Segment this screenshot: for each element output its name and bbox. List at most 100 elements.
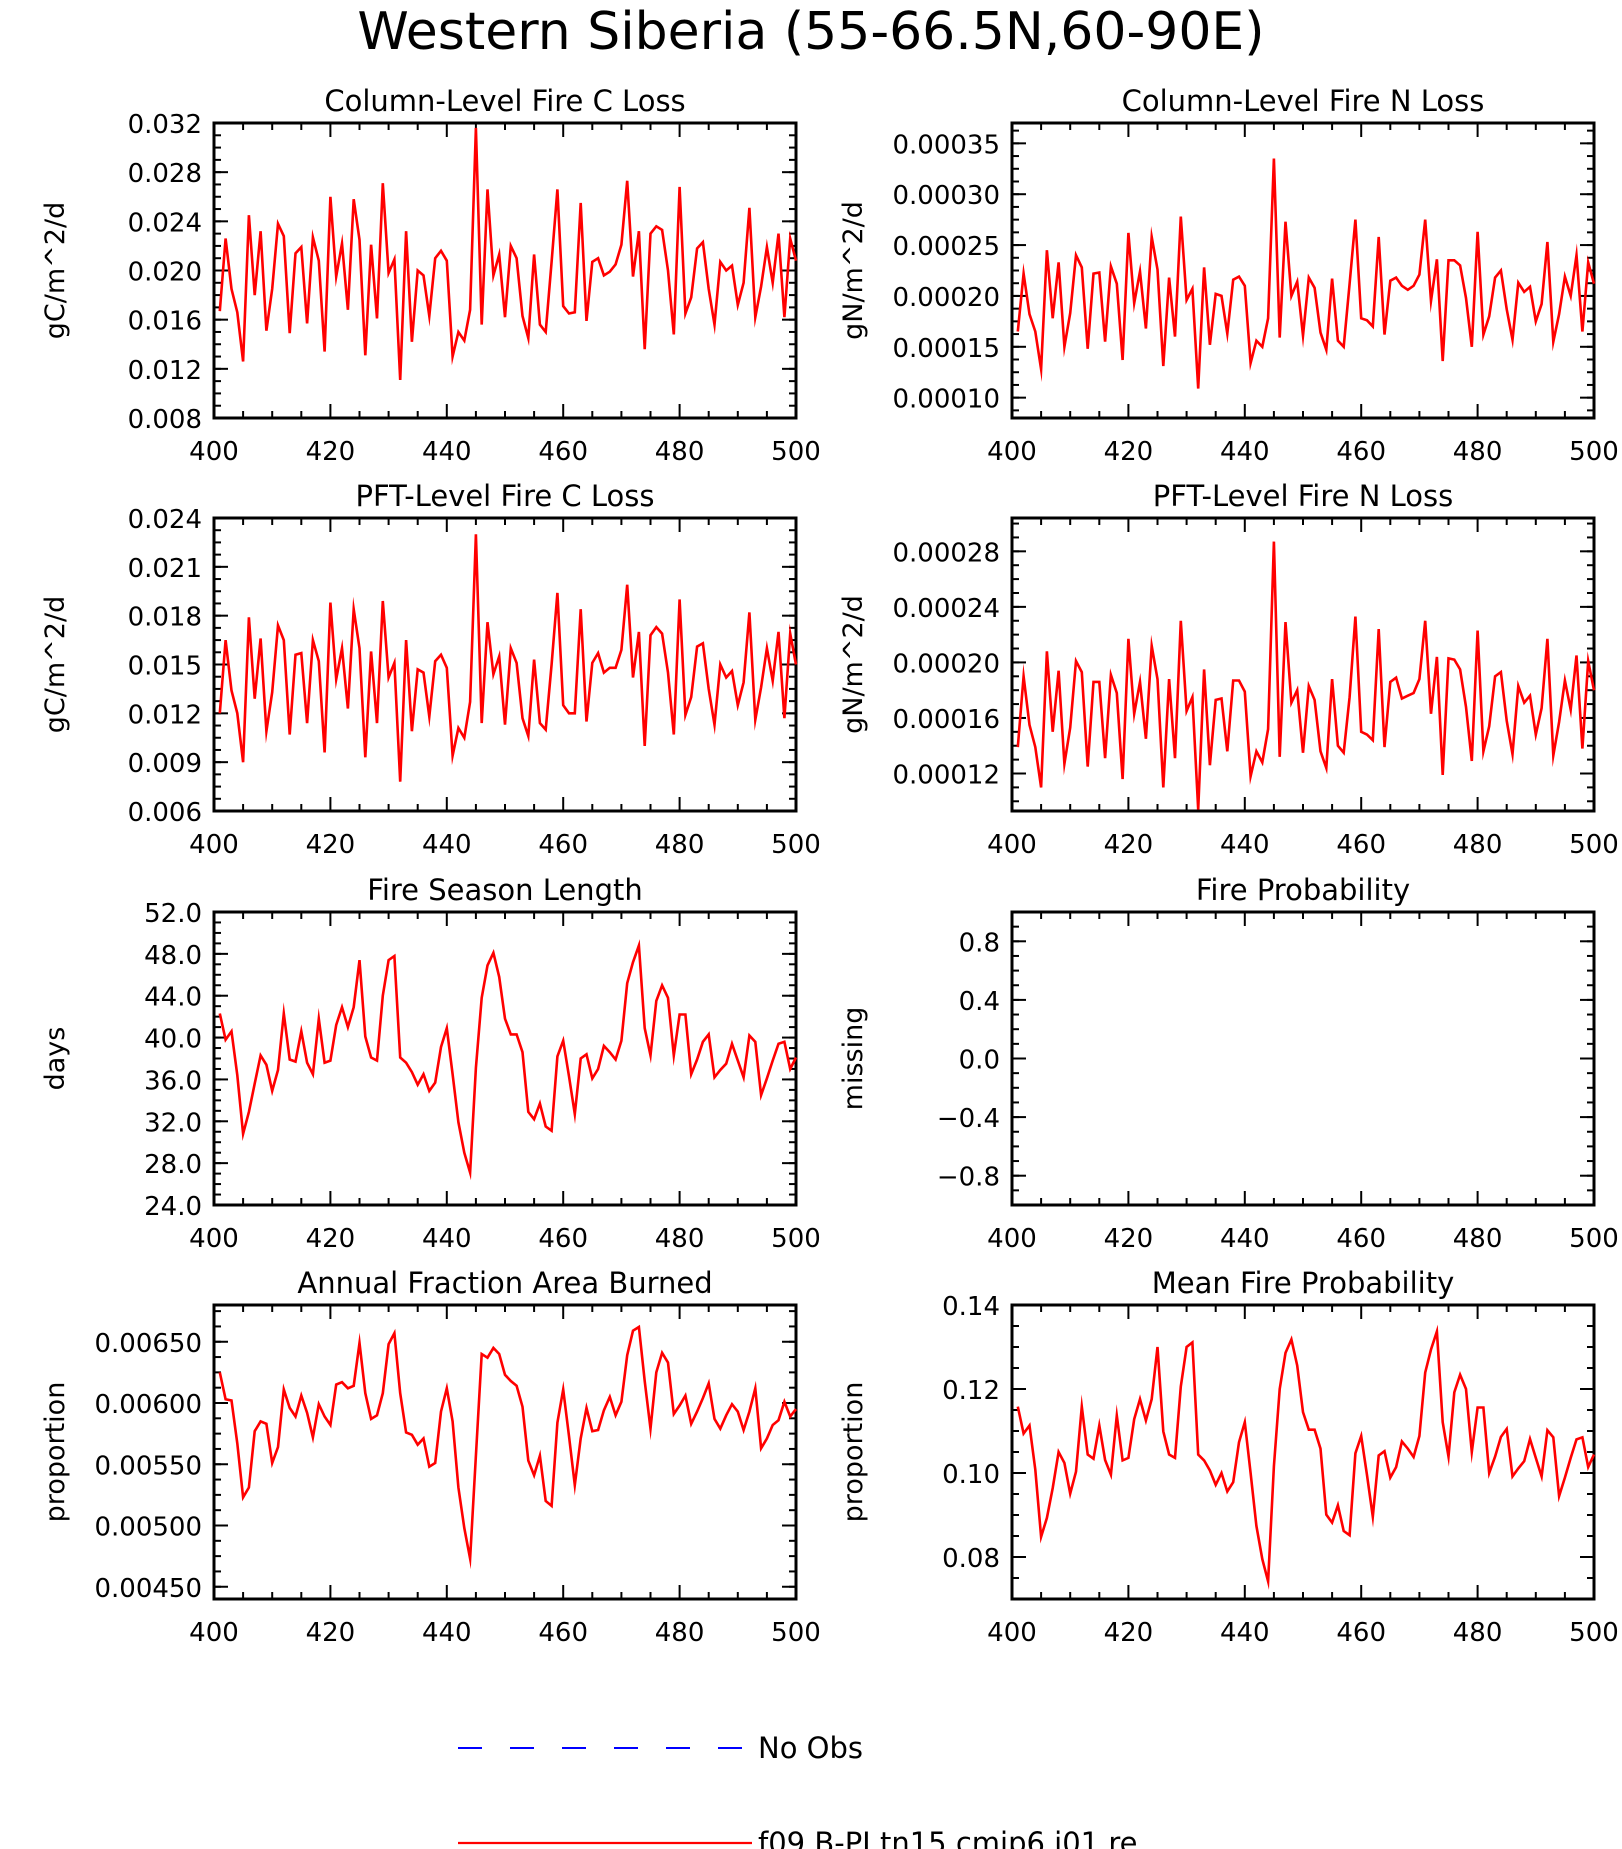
chart-season-ytick-label: 44.0 [144,983,202,1013]
chart-col-c-frame [212,121,798,420]
chart-col-c-xtick-label: 400 [189,437,239,467]
chart-col-c-xtick-label: 420 [306,437,356,467]
chart-pft-n-frame [1010,516,1596,813]
chart-pft-c-xtick-label: 440 [422,830,472,860]
chart-mean-prob-series-line [1016,1324,1596,1590]
chart-season-ytick-label: 48.0 [144,941,202,971]
chart-col-c-ytick-label: 0.024 [128,208,202,238]
chart-mean-prob-title: Mean Fire Probability [1152,1266,1455,1300]
chart-pft-c-ytick-label: 0.009 [128,749,202,779]
chart-col-c-ylabel: gC/m^2/d [40,202,71,339]
chart-pft-c-xtick-label: 420 [306,830,356,860]
chart-mean-prob-xtick-label: 500 [1569,1618,1619,1648]
chart-col-n-xtick-label: 420 [1104,437,1154,467]
chart-mean-prob-xtick-label: 400 [987,1618,1037,1648]
chart-pft-c-ytick-label: 0.015 [128,652,202,682]
chart-pft-n-ytick-label: 0.00020 [892,649,1000,679]
chart-area-ytick-label: 0.00450 [94,1574,202,1604]
chart-mean-prob: 400 420 440 460 480 500 0.08 0.10 0.12 0.14 Mean F… [838,1266,1619,1648]
chart-season-ytick-label: 40.0 [144,1025,202,1055]
chart-pft-c-ylabel: gC/m^2/d [40,596,71,733]
chart-prob-ytick-label: −0.8 [937,1163,1000,1193]
chart-col-c-ytick-label: 0.012 [128,356,202,386]
chart-area-xtick-label: 420 [306,1618,356,1648]
chart-prob-xtick-label: 460 [1336,1224,1386,1254]
chart-col-n-ylabel: gN/m^2/d [838,201,869,340]
chart-col-n-frame [1010,121,1596,420]
chart-pft-n: 400 420 440 460 480 500 0.00012 0.00016 0.00020 0… [838,479,1619,860]
chart-col-n-xtick-label: 480 [1453,437,1503,467]
chart-pft-c-ytick-label: 0.018 [128,603,202,633]
chart-col-c-title: Column-Level Fire C Loss [324,84,685,118]
chart-col-n-ytick-label: 0.00010 [892,385,1000,415]
chart-col-n-xtick-label: 440 [1220,437,1270,467]
chart-pft-n-xtick-label: 460 [1336,830,1386,860]
chart-season-xtick-label: 480 [655,1224,705,1254]
chart-col-n-series-line [1016,158,1596,389]
chart-area-ytick-label: 0.00600 [94,1390,202,1420]
chart-mean-prob-xtick-label: 480 [1453,1618,1503,1648]
chart-pft-c-ytick-label: 0.024 [128,505,202,535]
chart-mean-prob-ytick-label: 0.08 [942,1544,1000,1574]
chart-col-c-ytick-label: 0.032 [128,110,202,140]
chart-area: 400 420 440 460 480 500 0.00450 0.00500 0.00550 0… [40,1266,821,1648]
chart-prob-xtick-label: 400 [987,1224,1037,1254]
chart-mean-prob-ytick-label: 0.12 [942,1376,1000,1406]
chart-prob: 400 420 440 460 480 500 −0.8 −0.4 0.0 0.4 0.8 Fire … [838,873,1619,1254]
chart-col-n-xtick-label: 460 [1336,437,1386,467]
chart-pft-c-ytick-label: 0.021 [128,554,202,584]
chart-area-ylabel: proportion [40,1382,71,1523]
chart-mean-prob-ylabel: proportion [838,1382,869,1523]
chart-season-title: Fire Season Length [367,873,642,907]
chart-season: 400 420 440 460 480 500 24.0 28.0 32.0 36.0 40.0 44… [40,873,821,1254]
chart-pft-n-ytick-label: 0.00024 [892,594,1000,624]
chart-season-ytick-label: 32.0 [144,1108,202,1138]
chart-area-xtick-label: 400 [189,1618,239,1648]
chart-col-n-xtick-label: 500 [1569,437,1619,467]
chart-mean-prob-frame [1010,1303,1596,1601]
chart-col-n: 400 420 440 460 480 500 0.00010 0.00015 0.00020 0… [838,84,1619,467]
chart-pft-n-xtick-label: 480 [1453,830,1503,860]
chart-pft-n-ylabel: gN/m^2/d [838,595,869,734]
chart-season-xtick-label: 400 [189,1224,239,1254]
chart-season-ytick-label: 52.0 [144,899,202,929]
chart-area-ytick-label: 0.00500 [94,1513,202,1543]
chart-pft-c-series-line [218,534,798,782]
chart-pft-c-xtick-label: 400 [189,830,239,860]
chart-col-n-title: Column-Level Fire N Loss [1122,84,1485,118]
chart-season-frame [212,910,798,1207]
chart-season-series-line [218,939,798,1181]
chart-col-c-ytick-label: 0.020 [128,258,202,288]
chart-pft-n-xtick-label: 500 [1569,830,1619,860]
chart-season-ytick-label: 28.0 [144,1150,202,1180]
chart-col-n-ytick-label: 0.00015 [892,334,1000,364]
chart-pft-c: 400 420 440 460 480 500 0.006 0.009 0.012 0.015 0.… [40,479,821,860]
chart-area-xtick-label: 480 [655,1618,705,1648]
chart-mean-prob-ytick-label: 0.14 [942,1292,1000,1322]
chart-pft-c-xtick-label: 480 [655,830,705,860]
chart-area-ytick-label: 0.00550 [94,1451,202,1481]
chart-col-n-ytick-label: 0.00035 [892,130,1000,160]
page-title: Western Siberia (55-66.5N,60-90E) [357,2,1265,62]
chart-pft-n-xtick-label: 440 [1220,830,1270,860]
chart-pft-c-xtick-label: 460 [538,830,588,860]
chart-season-xtick-label: 420 [306,1224,356,1254]
chart-col-c-series-line [218,127,798,380]
chart-area-ytick-label: 0.00650 [94,1329,202,1359]
chart-col-c-ytick-label: 0.008 [128,405,202,435]
chart-mean-prob-xtick-label: 460 [1336,1618,1386,1648]
legend-no-obs-label: No Obs [758,1731,863,1765]
chart-pft-n-ytick-label: 0.00028 [892,538,1000,568]
chart-mean-prob-ytick-label: 0.10 [942,1460,1000,1490]
chart-pft-c-title: PFT-Level Fire C Loss [356,479,655,513]
chart-col-c-ytick-label: 0.016 [128,307,202,337]
chart-season-xtick-label: 440 [422,1224,472,1254]
chart-col-c-xtick-label: 480 [655,437,705,467]
chart-season-ylabel: days [40,1027,71,1091]
chart-prob-xtick-label: 500 [1569,1224,1619,1254]
chart-area-frame [212,1303,798,1601]
chart-prob-xtick-label: 440 [1220,1224,1270,1254]
chart-col-c-xtick-label: 440 [422,437,472,467]
chart-prob-xtick-label: 480 [1453,1224,1503,1254]
chart-prob-frame [1010,910,1596,1207]
